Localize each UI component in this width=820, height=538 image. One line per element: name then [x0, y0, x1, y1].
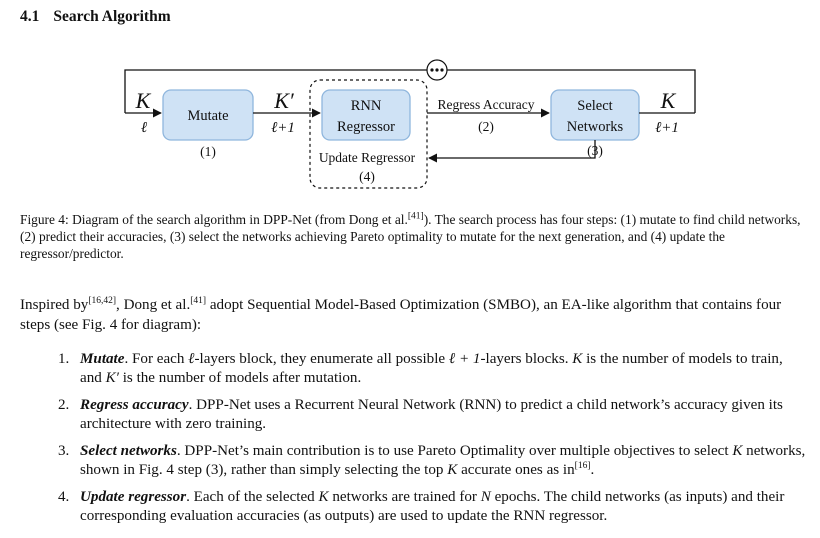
math: K′: [105, 369, 119, 386]
math: ℓ + 1: [448, 351, 481, 367]
mutate-box: [162, 89, 254, 141]
math: K: [572, 351, 583, 367]
list-text: networks, shown in Fig. 4 step (3), rath…: [80, 443, 806, 478]
select-label-line2: Networks: [567, 119, 624, 135]
loop-line: [124, 69, 696, 113]
citation: [16,42]: [88, 295, 117, 306]
math: N: [480, 489, 491, 505]
select-label-line1: Select: [577, 98, 612, 114]
ellipsis-dot: [440, 68, 444, 72]
rnn-label-line1: RNN: [351, 98, 382, 114]
caption-text: Figure 4: Diagram of the search algorith…: [20, 212, 408, 227]
para-text: Inspired by: [20, 297, 89, 313]
mutate-label: Mutate: [187, 108, 228, 124]
list-item: 4. Update regressor. Each of the selected…: [52, 488, 807, 525]
rnn-regressor-box: [321, 89, 411, 141]
list-marker: 2.: [58, 397, 70, 413]
step4-label: (4): [359, 169, 375, 184]
step1-label: (1): [200, 144, 216, 159]
math: K: [318, 489, 329, 505]
update-regressor-label: Update Regressor: [319, 150, 416, 165]
list-text: is the number of models after mutation.: [118, 369, 362, 386]
intro-paragraph: Inspired by[16,42], Dong et al.[41] adop…: [20, 296, 805, 335]
list-text: networks are trained for: [328, 489, 481, 505]
list-text: .: [590, 461, 595, 478]
list-text: is the number of models to train, and: [80, 351, 783, 386]
list-text: -layers block, they enumerate all possib…: [194, 351, 449, 367]
list-keyword: Select networks: [80, 443, 177, 459]
step2-label: (2): [478, 119, 494, 134]
figure-caption: Figure 4: Diagram of the search algorith…: [20, 211, 805, 262]
citation: [16]: [574, 460, 591, 471]
list-text: accurate ones as in: [457, 461, 575, 478]
para-text: , Dong et al.: [116, 297, 191, 313]
math: K: [732, 443, 743, 459]
k-left-bottom: ℓ: [141, 120, 147, 136]
list-text: epochs. The child networks (as inputs) a…: [80, 489, 785, 524]
ellipsis-dot: [435, 68, 439, 72]
step3-label: (3): [587, 143, 603, 158]
list-keyword: Regress accuracy: [80, 397, 189, 413]
section-number: 4.1: [20, 8, 40, 25]
k-left-top: K: [135, 88, 152, 113]
math: K: [447, 461, 458, 478]
list-text: . DPP-Net uses a Recurrent Neural Networ…: [80, 397, 783, 432]
rnn-label-line2: Regressor: [337, 119, 395, 135]
list-marker: 3.: [58, 443, 70, 459]
caption-citation: [41]: [407, 211, 424, 222]
search-algorithm-diagram: K ℓ Mutate (1) K′ ℓ+1 RNN Regressor Regr…: [124, 59, 696, 189]
k-right-bottom: ℓ+1: [655, 120, 679, 136]
list-item: 2. Regress accuracy. DPP-Net uses a Recur…: [52, 396, 807, 433]
list-text: . DPP-Net’s main contribution is to use …: [176, 443, 733, 459]
list-keyword: Update regressor: [80, 489, 187, 505]
list-marker: 4.: [58, 489, 70, 505]
caption-text-rest: ). The search process has four steps: (1…: [20, 212, 801, 261]
regress-accuracy-label: Regress Accuracy: [437, 97, 534, 112]
list-text: . For each: [124, 351, 189, 367]
kprime-bottom: ℓ+1: [271, 120, 295, 136]
k-right-top: K: [660, 88, 677, 113]
list-keyword: Mutate: [80, 351, 125, 367]
list-item: 1. Mutate. For each ℓ-layers block, they …: [52, 350, 807, 387]
list-item: 3. Select networks. DPP-Net’s main contri…: [52, 442, 807, 479]
list-text: . Each of the selected: [186, 489, 319, 505]
ellipsis-dot: [430, 68, 434, 72]
arrow-update-regressor: [428, 140, 596, 163]
section-heading: 4.1 Search Algorithm: [20, 8, 171, 26]
rnn-group-dashed: [309, 79, 428, 189]
para-text: adopt Sequential Model-Based Optimizatio…: [20, 297, 782, 333]
list-marker: 1.: [58, 351, 70, 367]
section-title: Search Algorithm: [53, 8, 171, 25]
kprime-top: K′: [273, 88, 295, 113]
list-text: -layers blocks.: [480, 351, 573, 367]
steps-list: 1. Mutate. For each ℓ-layers block, they …: [52, 350, 807, 534]
math: ℓ: [188, 351, 195, 367]
citation: [41]: [190, 295, 207, 306]
